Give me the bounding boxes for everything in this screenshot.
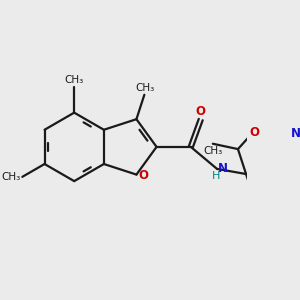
Text: CH₃: CH₃ [203,146,223,156]
Text: CH₃: CH₃ [136,83,155,93]
Text: CH₃: CH₃ [64,75,84,85]
Text: H: H [212,172,220,182]
Text: O: O [249,126,259,139]
Text: O: O [139,169,148,182]
Text: O: O [196,105,206,118]
Text: N: N [290,127,300,140]
Text: CH₃: CH₃ [1,172,20,182]
Text: N: N [218,162,227,175]
